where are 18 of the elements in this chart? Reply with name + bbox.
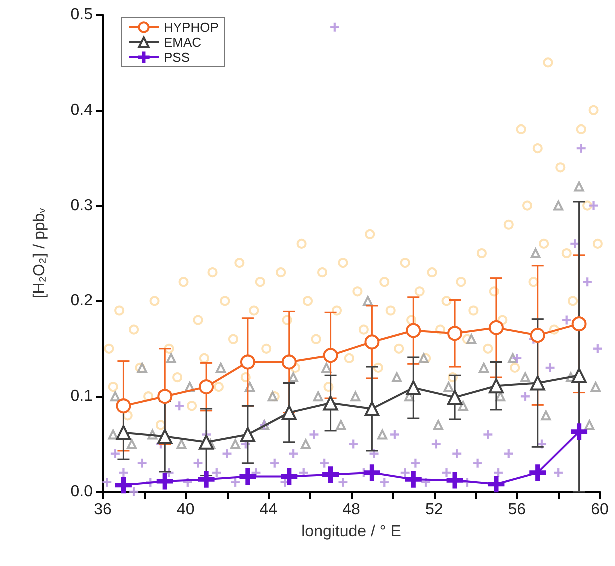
x-tick-label: 52: [425, 502, 444, 518]
x-tick-label: 48: [342, 502, 360, 518]
legend-label: PSS: [164, 50, 190, 65]
legend-label: EMAC: [164, 35, 202, 50]
x-axis-title: longitude / ° E: [302, 524, 402, 540]
y-axis-title: [H₂O₂] / ppbv: [32, 208, 48, 299]
y-tick-label: 0.1: [70, 388, 94, 406]
x-tick-label: 44: [260, 502, 278, 518]
y-tick-label: 0.2: [70, 292, 94, 310]
x-tick-label: 56: [508, 502, 526, 518]
y-tick-label: 0.0: [70, 484, 94, 500]
legend-label: HYPHOP: [164, 20, 219, 35]
y-tick-label: 0.4: [70, 102, 94, 119]
y-tick-label: 0.5: [70, 6, 94, 24]
x-tick-label: 40: [176, 502, 195, 518]
x-tick-label: 36: [94, 502, 112, 518]
x-tick-label: 60: [591, 502, 609, 518]
y-tick-label: 0.3: [70, 197, 94, 214]
